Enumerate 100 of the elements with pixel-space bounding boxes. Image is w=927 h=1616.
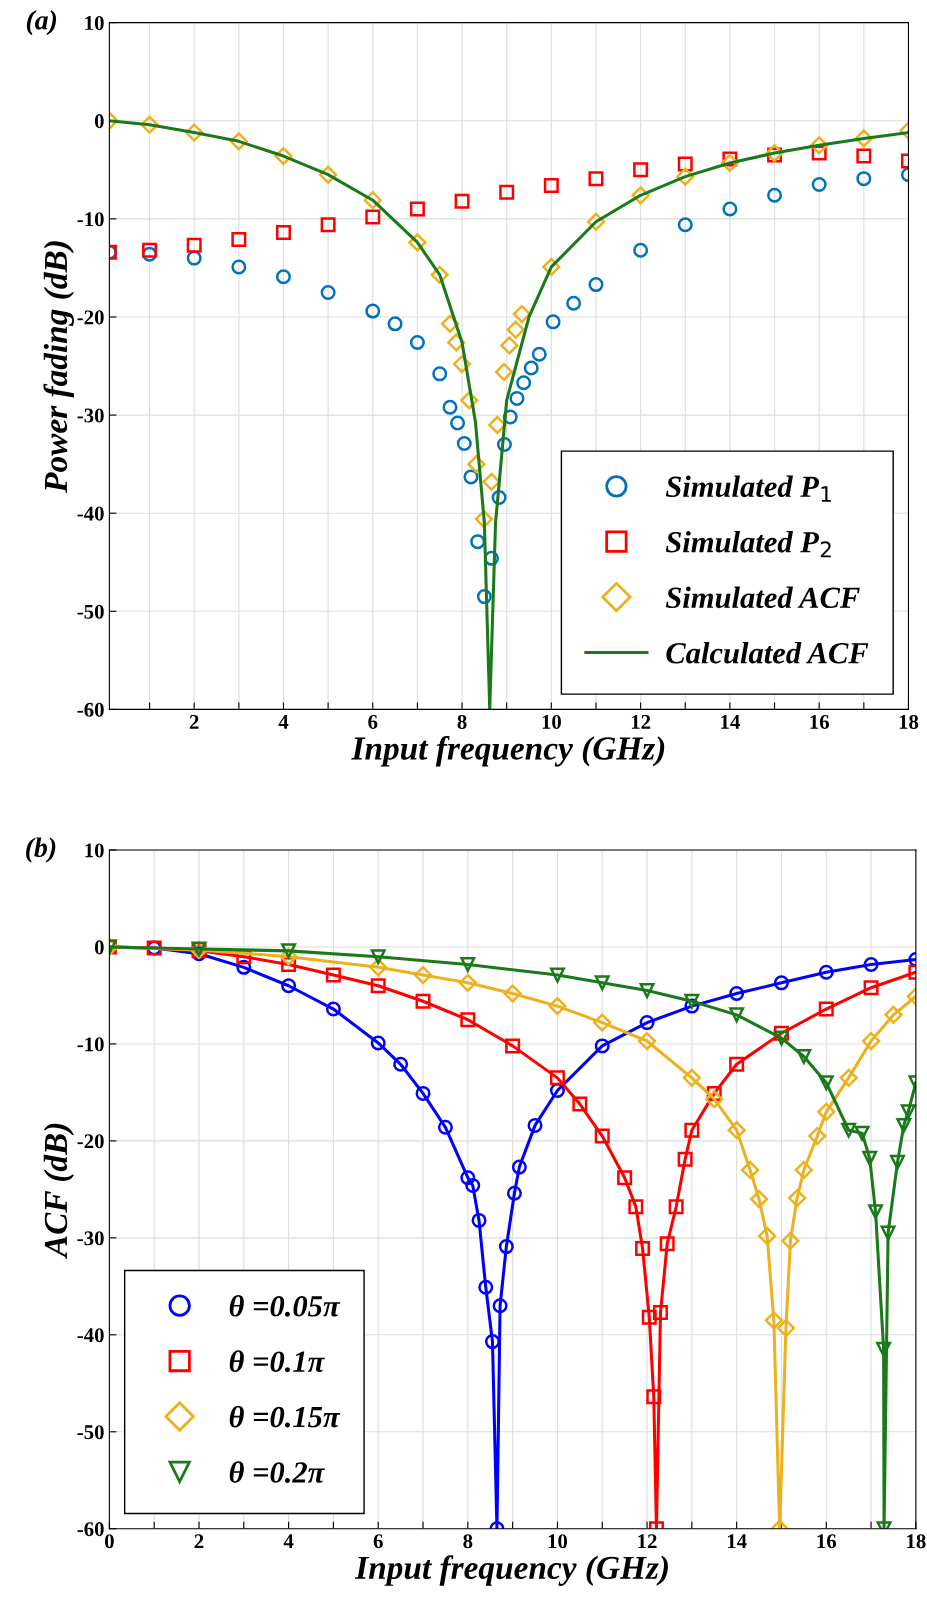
y-tick-label: -30 bbox=[77, 1231, 104, 1246]
point bbox=[231, 259, 247, 275]
point bbox=[628, 1199, 644, 1215]
point bbox=[729, 1056, 745, 1072]
x-tick-label: 10 bbox=[548, 1534, 568, 1549]
x-axis-title: Input frequency (GHz) bbox=[354, 1555, 668, 1586]
point bbox=[684, 1122, 700, 1138]
point bbox=[588, 171, 604, 187]
point bbox=[668, 1199, 684, 1215]
point bbox=[387, 316, 403, 332]
point bbox=[749, 1189, 769, 1209]
y-tick-label: -20 bbox=[77, 1134, 104, 1149]
point bbox=[509, 390, 525, 406]
point bbox=[549, 1070, 565, 1086]
legend-label: Simulated P$_{2}$ bbox=[665, 531, 831, 558]
legend-label: θ =0.2π bbox=[229, 1461, 325, 1483]
x-tick-label: 4 bbox=[278, 715, 289, 729]
point bbox=[856, 148, 872, 164]
point bbox=[682, 1068, 701, 1087]
legend-label: θ =0.15π bbox=[229, 1405, 341, 1428]
point bbox=[492, 1298, 508, 1314]
point bbox=[740, 1160, 760, 1180]
point bbox=[635, 1241, 651, 1257]
legend-label: θ =0.1π bbox=[229, 1350, 325, 1373]
point bbox=[594, 1038, 610, 1054]
point bbox=[729, 986, 745, 1002]
point bbox=[275, 225, 291, 241]
y-tick-label: 10 bbox=[85, 843, 104, 858]
point bbox=[781, 1231, 800, 1250]
y-tick-label: 0 bbox=[94, 940, 104, 955]
point bbox=[499, 184, 515, 200]
x-tick-label: 2 bbox=[189, 714, 199, 729]
point bbox=[863, 956, 879, 972]
point bbox=[549, 967, 565, 983]
point bbox=[409, 201, 425, 217]
point bbox=[839, 1068, 858, 1087]
point bbox=[471, 1212, 487, 1228]
x-axis-title: Input frequency (GHz) bbox=[351, 735, 665, 767]
chart-title: (a) bbox=[26, 10, 57, 36]
y-tick-label: 10 bbox=[85, 16, 104, 31]
point bbox=[543, 177, 559, 193]
point bbox=[773, 1030, 789, 1046]
x-tick-label: 14 bbox=[727, 1534, 747, 1549]
point bbox=[320, 217, 336, 233]
x-tick-label: 18 bbox=[907, 1534, 926, 1549]
y-tick-label: -10 bbox=[77, 212, 104, 227]
point bbox=[460, 1012, 476, 1028]
point bbox=[646, 1389, 662, 1405]
point bbox=[900, 1104, 916, 1120]
point bbox=[876, 1341, 892, 1357]
point bbox=[413, 965, 433, 985]
point bbox=[776, 1318, 796, 1338]
x-tick-label: 0 bbox=[104, 1534, 114, 1549]
point bbox=[862, 1150, 878, 1166]
x-tick-label: 18 bbox=[899, 714, 919, 729]
point bbox=[370, 978, 386, 994]
point bbox=[365, 303, 381, 319]
point bbox=[773, 975, 789, 991]
point bbox=[861, 1031, 881, 1051]
x-tick-label: 12 bbox=[631, 714, 651, 729]
point bbox=[454, 193, 470, 209]
point bbox=[722, 201, 738, 217]
point bbox=[863, 980, 879, 996]
x-tick-label: 12 bbox=[638, 1534, 657, 1549]
point bbox=[841, 1122, 857, 1138]
x-tick-label: 8 bbox=[457, 714, 467, 729]
point bbox=[275, 269, 291, 285]
x-tick-label: 2 bbox=[194, 1534, 204, 1549]
point bbox=[705, 1090, 724, 1109]
point bbox=[856, 171, 872, 187]
point bbox=[325, 967, 341, 983]
point bbox=[320, 284, 336, 300]
point bbox=[478, 1279, 494, 1295]
point bbox=[641, 1309, 657, 1325]
point bbox=[500, 336, 519, 355]
point bbox=[896, 1117, 912, 1133]
point bbox=[281, 978, 297, 994]
legend-label: Simulated ACF bbox=[665, 586, 860, 609]
point bbox=[511, 1159, 527, 1175]
point bbox=[545, 314, 561, 330]
point bbox=[890, 1154, 906, 1170]
point bbox=[370, 1035, 386, 1051]
y-axis-title: Power fading (dB) bbox=[43, 241, 74, 493]
point bbox=[505, 1038, 521, 1054]
point bbox=[637, 1031, 657, 1051]
x-tick-label: 6 bbox=[368, 714, 378, 729]
x-tick-label: 10 bbox=[542, 714, 561, 729]
point bbox=[458, 973, 477, 992]
point bbox=[415, 1085, 431, 1101]
point bbox=[516, 375, 532, 391]
x-tick-label: 14 bbox=[721, 714, 740, 729]
y-tick-label: -10 bbox=[77, 1037, 104, 1052]
point bbox=[788, 1189, 807, 1208]
point bbox=[442, 399, 458, 415]
y-tick-label: -60 bbox=[77, 702, 104, 717]
point bbox=[617, 1170, 633, 1186]
point bbox=[880, 1225, 896, 1241]
y-tick-label: -30 bbox=[77, 408, 104, 423]
chart-title: (b) bbox=[26, 837, 56, 863]
x-tick-label: 4 bbox=[283, 1534, 294, 1549]
